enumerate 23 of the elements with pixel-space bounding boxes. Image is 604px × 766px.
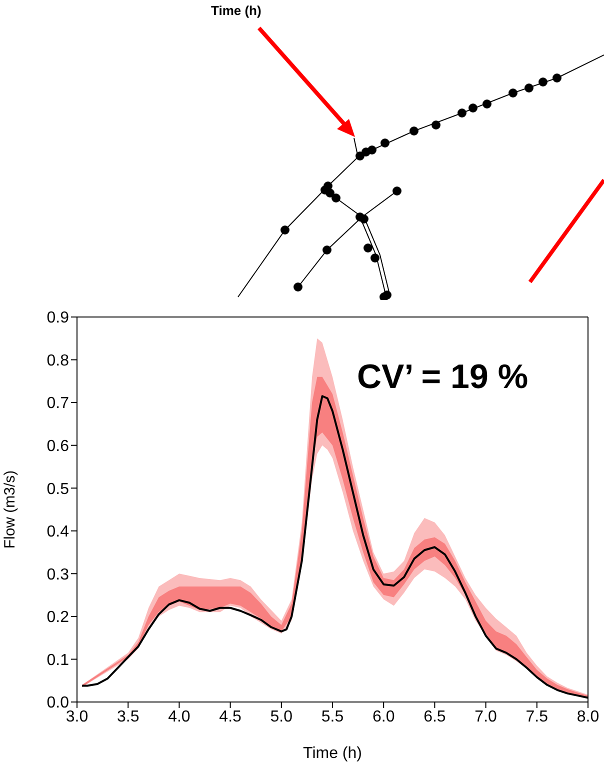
x-axis-title: Time (h) [303, 745, 362, 762]
x-tick-label: 4.5 [219, 708, 242, 726]
y-tick-label: 0.2 [46, 609, 70, 626]
x-tick-label: 3.5 [116, 708, 140, 726]
y-tick-label: 0.7 [46, 395, 70, 412]
y-axis-title: Flow (m3/s) [1, 470, 18, 549]
x-tick-label: 7.5 [526, 708, 548, 726]
x-tick-label: 4.0 [168, 708, 190, 726]
x-tick-label: 7.0 [474, 708, 498, 726]
x-tick-label: 6.0 [372, 708, 395, 726]
y-tick-label: 0.5 [46, 480, 70, 498]
text: Time (h) [211, 3, 262, 18]
y-tick-label: 0.1 [46, 652, 70, 669]
x-tick-label: 6.5 [424, 708, 446, 726]
x-tick-label: 5.5 [321, 708, 344, 726]
x-tick-label: 8.0 [576, 708, 600, 726]
y-tick-label: 0.8 [46, 352, 70, 370]
y-tick-label: 0.6 [46, 438, 70, 456]
y-tick-label: 0.9 [46, 310, 70, 327]
x-tick-label: 5.0 [270, 708, 293, 726]
annotation: CV’ = 19 % [357, 358, 528, 397]
y-tick-label: 0.3 [46, 566, 70, 584]
y-tick-label: 0.4 [46, 524, 70, 541]
